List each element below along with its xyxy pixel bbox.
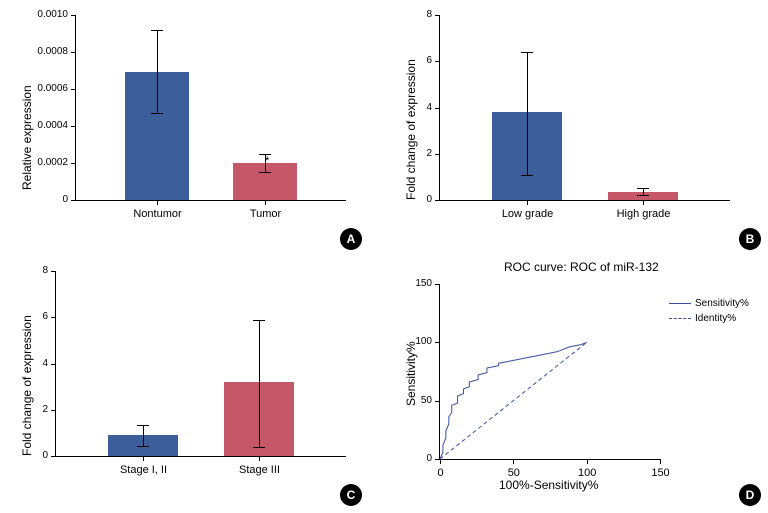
panel-d-ytick-2: 100 — [415, 336, 440, 347]
panelB-xlabel-0: Low grade — [502, 208, 553, 220]
identity-line — [440, 342, 587, 459]
panel-a-ytick-0: 0 — [62, 194, 76, 205]
panelC-errbar-1 — [259, 320, 260, 447]
panel-b-ytick-3: 6 — [426, 55, 440, 66]
panel-d: ROC curve: ROC of miR-132 Sensitivity% 0… — [384, 256, 768, 513]
panel-a-ytick-4: 0.0008 — [37, 46, 76, 57]
panelA-xlabel-1: Tumor — [250, 208, 281, 220]
panel-a-ytick-5: 0.0010 — [37, 9, 76, 20]
panel-a-annotation: * — [265, 155, 269, 167]
panel-c-ytick-1: 2 — [42, 404, 56, 415]
panelC-xlabel-0: Stage I, II — [120, 464, 167, 476]
panel-c-ylabel: Fold change of expression — [20, 315, 34, 456]
panelB-xlabel-1: High grade — [617, 208, 671, 220]
panelA-xlabel-0: Nontumor — [133, 208, 181, 220]
panelA-xtick-0: Nontumor — [157, 200, 158, 205]
panel-d-ytick-0: 0 — [426, 453, 440, 464]
panelC-errcap-0-0 — [137, 425, 149, 426]
legend-label-sensitivity: Sensitivity% — [695, 298, 749, 309]
panelB-xtick-0: Low grade — [527, 200, 528, 205]
panelB-errcap-1-0 — [637, 188, 649, 189]
panel-d-xtick-3: 150 — [651, 467, 669, 479]
panelC-errcap-0-1 — [137, 446, 149, 447]
panelA-errcap-0-1 — [151, 113, 163, 114]
panel-c-ytick-3: 6 — [42, 311, 56, 322]
panelC-xlabel-1: Stage III — [239, 464, 280, 476]
panel-c-ytick-0: 0 — [42, 450, 56, 461]
panel-b: Fold change of expression 0 2 4 6 8 Low … — [384, 0, 768, 256]
panel-a-ytick-2: 0.0004 — [37, 120, 76, 131]
panel-a: Relative expression 0 0.0002 0.0004 0.00… — [0, 0, 384, 256]
panelA-errcap-1-1 — [259, 172, 271, 173]
panel-d-ytick-1: 50 — [421, 395, 440, 406]
panel-b-ytick-4: 8 — [426, 9, 440, 20]
panel-d-plot: 0 50 100 150 0 50 100 150 — [439, 284, 660, 460]
panel-a-badge: A — [340, 228, 362, 250]
panel-d-ytick-3: 150 — [415, 278, 440, 289]
legend-item-sensitivity: Sensitivity% — [669, 296, 749, 311]
panel-d-svg — [440, 284, 660, 459]
panelA-errcap-0-0 — [151, 30, 163, 31]
panelB-xtick-1: High grade — [643, 200, 644, 205]
panel-d-ylabel: Sensitivity% — [404, 341, 418, 406]
panel-a-ytick-1: 0.0002 — [37, 157, 76, 168]
panel-a-plot: 0 0.0002 0.0004 0.0006 0.0008 0.0010 Non… — [75, 15, 346, 201]
panel-a-ylabel: Relative expression — [20, 85, 34, 190]
panelB-errcap-0-0 — [521, 52, 533, 53]
panel-b-ylabel: Fold change of expression — [404, 59, 418, 200]
panelA-xtick-1: Tumor — [265, 200, 266, 205]
panel-b-plot: 0 2 4 6 8 Low gradeHigh grade — [439, 15, 730, 201]
panel-c-badge: C — [340, 484, 362, 506]
panelC-errcap-1-1 — [253, 447, 265, 448]
panel-c-ytick-2: 4 — [42, 358, 56, 369]
panelB-errcap-1-1 — [637, 195, 649, 196]
panel-b-badge: B — [739, 228, 761, 250]
figure-root: Relative expression 0 0.0002 0.0004 0.00… — [0, 0, 768, 513]
panelC-xtick-1: Stage III — [259, 456, 260, 461]
panel-d-badge: D — [739, 484, 761, 506]
panelC-errcap-1-0 — [253, 320, 265, 321]
panel-d-xtick-0: 0 — [437, 467, 443, 479]
panel-b-ytick-2: 4 — [426, 102, 440, 113]
panel-c-plot: 0 2 4 6 8 Stage I, IIStage III — [55, 271, 346, 457]
panelA-errbar-0 — [157, 30, 158, 113]
panelC-xtick-0: Stage I, II — [143, 456, 144, 461]
panel-c: Fold change of expression 0 2 4 6 8 Stag… — [0, 256, 384, 513]
panel-a-ytick-3: 0.0006 — [37, 83, 76, 94]
panelB-errbar-0 — [527, 52, 528, 175]
panel-b-ytick-1: 2 — [426, 148, 440, 159]
panel-d-title: ROC curve: ROC of miR-132 — [504, 260, 659, 274]
panelC-errbar-0 — [143, 425, 144, 446]
panel-d-xlabel: 100%-Sensitivity% — [499, 478, 598, 492]
panelB-errbar-1 — [643, 188, 644, 195]
legend-item-identity: Identity% — [669, 311, 749, 326]
panel-d-legend: Sensitivity% Identity% — [669, 296, 749, 326]
panel-c-ytick-4: 8 — [42, 265, 56, 276]
panel-b-ytick-0: 0 — [426, 194, 440, 205]
legend-label-identity: Identity% — [695, 313, 736, 324]
panelB-errcap-0-1 — [521, 175, 533, 176]
